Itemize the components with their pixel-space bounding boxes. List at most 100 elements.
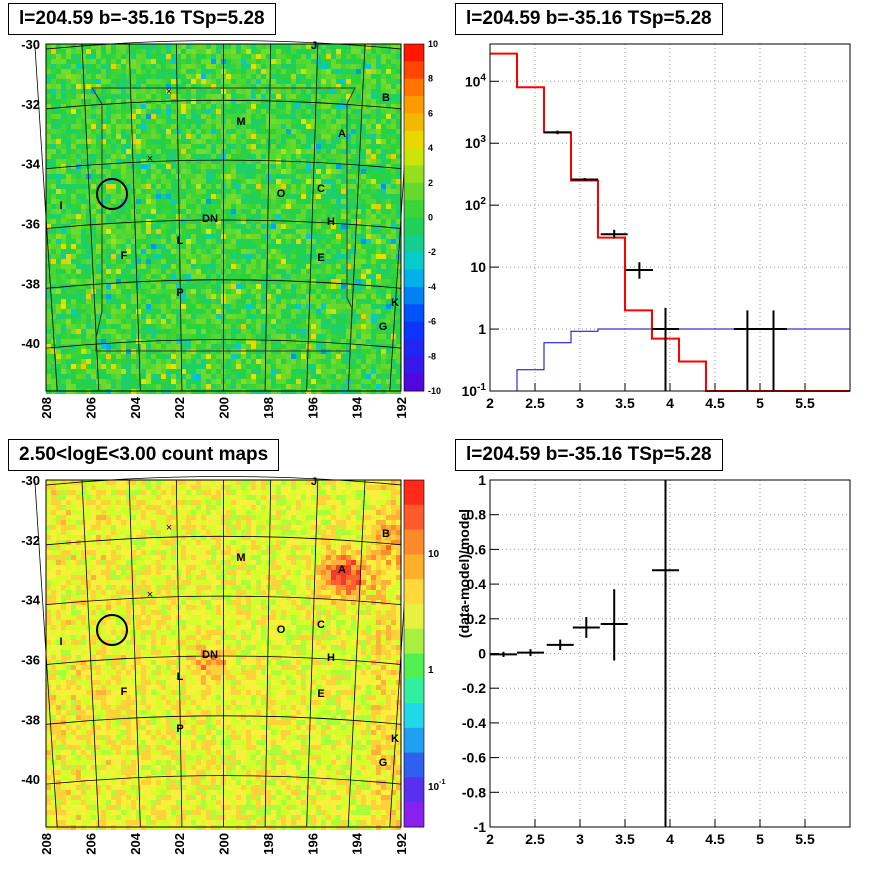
map-pixel xyxy=(76,379,81,384)
map-pixel xyxy=(336,259,341,264)
map-pixel xyxy=(76,304,81,309)
map-pixel xyxy=(386,194,391,199)
map-pixel xyxy=(366,359,371,364)
map-pixel xyxy=(226,199,231,204)
map-pixel xyxy=(61,89,66,94)
map-pixel xyxy=(281,49,286,54)
map-pixel xyxy=(236,214,241,219)
map-pixel xyxy=(356,114,361,119)
map-pixel xyxy=(156,239,161,244)
map-pixel xyxy=(141,364,146,369)
map-pixel xyxy=(196,379,201,384)
map-pixel xyxy=(246,164,251,169)
map-pixel xyxy=(81,314,86,319)
map-pixel xyxy=(121,214,126,219)
map-pixel xyxy=(91,364,96,369)
map-pixel xyxy=(121,164,126,169)
map-pixel xyxy=(166,114,171,119)
map-pixel xyxy=(86,244,91,249)
map-pixel xyxy=(336,74,341,79)
map-pixel xyxy=(356,94,361,99)
map-pixel xyxy=(356,214,361,219)
map-pixel xyxy=(226,94,231,99)
map-pixel xyxy=(121,129,126,134)
map-pixel xyxy=(326,359,331,364)
map-pixel xyxy=(236,124,241,129)
map-pixel xyxy=(316,254,321,259)
map-pixel xyxy=(251,174,256,179)
map-pixel xyxy=(66,249,71,254)
map-pixel xyxy=(151,364,156,369)
map-pixel xyxy=(286,69,291,74)
map-pixel xyxy=(116,79,121,84)
map-pixel xyxy=(361,374,366,379)
map-pixel xyxy=(76,319,81,324)
map-pixel xyxy=(321,269,326,274)
map-pixel xyxy=(206,109,211,114)
map-pixel xyxy=(296,54,301,59)
map-pixel xyxy=(86,289,91,294)
map-pixel xyxy=(116,114,121,119)
map-pixel xyxy=(51,324,56,329)
map-pixel xyxy=(311,139,316,144)
map-pixel xyxy=(76,49,81,54)
map-pixel xyxy=(341,124,346,129)
map-pixel xyxy=(131,64,136,69)
map-pixel xyxy=(301,289,306,294)
map-pixel xyxy=(301,114,306,119)
map-pixel xyxy=(266,269,271,274)
map-pixel xyxy=(101,49,106,54)
map-pixel xyxy=(61,139,66,144)
map-pixel xyxy=(66,49,71,54)
map-pixel xyxy=(241,249,246,254)
map-pixel xyxy=(311,269,316,274)
map-pixel xyxy=(86,269,91,274)
map-pixel xyxy=(181,344,186,349)
map-pixel xyxy=(316,269,321,274)
map-pixel xyxy=(306,309,311,314)
map-pixel xyxy=(116,49,121,54)
map-pixel xyxy=(281,124,286,129)
map-pixel xyxy=(151,289,156,294)
map-pixel xyxy=(276,169,281,174)
map-pixel xyxy=(381,364,386,369)
map-pixel xyxy=(156,194,161,199)
map-pixel xyxy=(196,144,201,149)
map-pixel xyxy=(226,269,231,274)
map-pixel xyxy=(126,319,131,324)
map-pixel xyxy=(106,69,111,74)
map-pixel xyxy=(386,314,391,319)
map-pixel xyxy=(241,294,246,299)
map-pixel xyxy=(306,294,311,299)
map-pixel xyxy=(296,344,301,349)
map-pixel xyxy=(181,199,186,204)
map-pixel xyxy=(271,89,276,94)
map-pixel xyxy=(331,234,336,239)
map-pixel xyxy=(376,84,381,89)
map-pixel xyxy=(176,344,181,349)
map-pixel xyxy=(296,179,301,184)
map-pixel xyxy=(46,319,51,324)
map-pixel xyxy=(56,94,61,99)
map-pixel xyxy=(181,84,186,89)
map-pixel xyxy=(176,359,181,364)
map-pixel xyxy=(96,289,101,294)
map-pixel xyxy=(241,314,246,319)
map-pixel xyxy=(46,124,51,129)
map-pixel xyxy=(346,44,351,49)
map-pixel xyxy=(126,214,131,219)
map-pixel xyxy=(271,69,276,74)
map-pixel xyxy=(101,119,106,124)
map-pixel xyxy=(181,379,186,384)
map-pixel xyxy=(241,214,246,219)
map-pixel xyxy=(241,79,246,84)
map-pixel xyxy=(371,209,376,214)
map-pixel xyxy=(121,204,126,209)
map-pixel xyxy=(96,79,101,84)
map-pixel xyxy=(341,209,346,214)
map-pixel xyxy=(51,304,56,309)
map-pixel xyxy=(271,74,276,79)
map-pixel xyxy=(101,384,106,389)
map-pixel xyxy=(291,379,296,384)
map-pixel xyxy=(81,114,86,119)
